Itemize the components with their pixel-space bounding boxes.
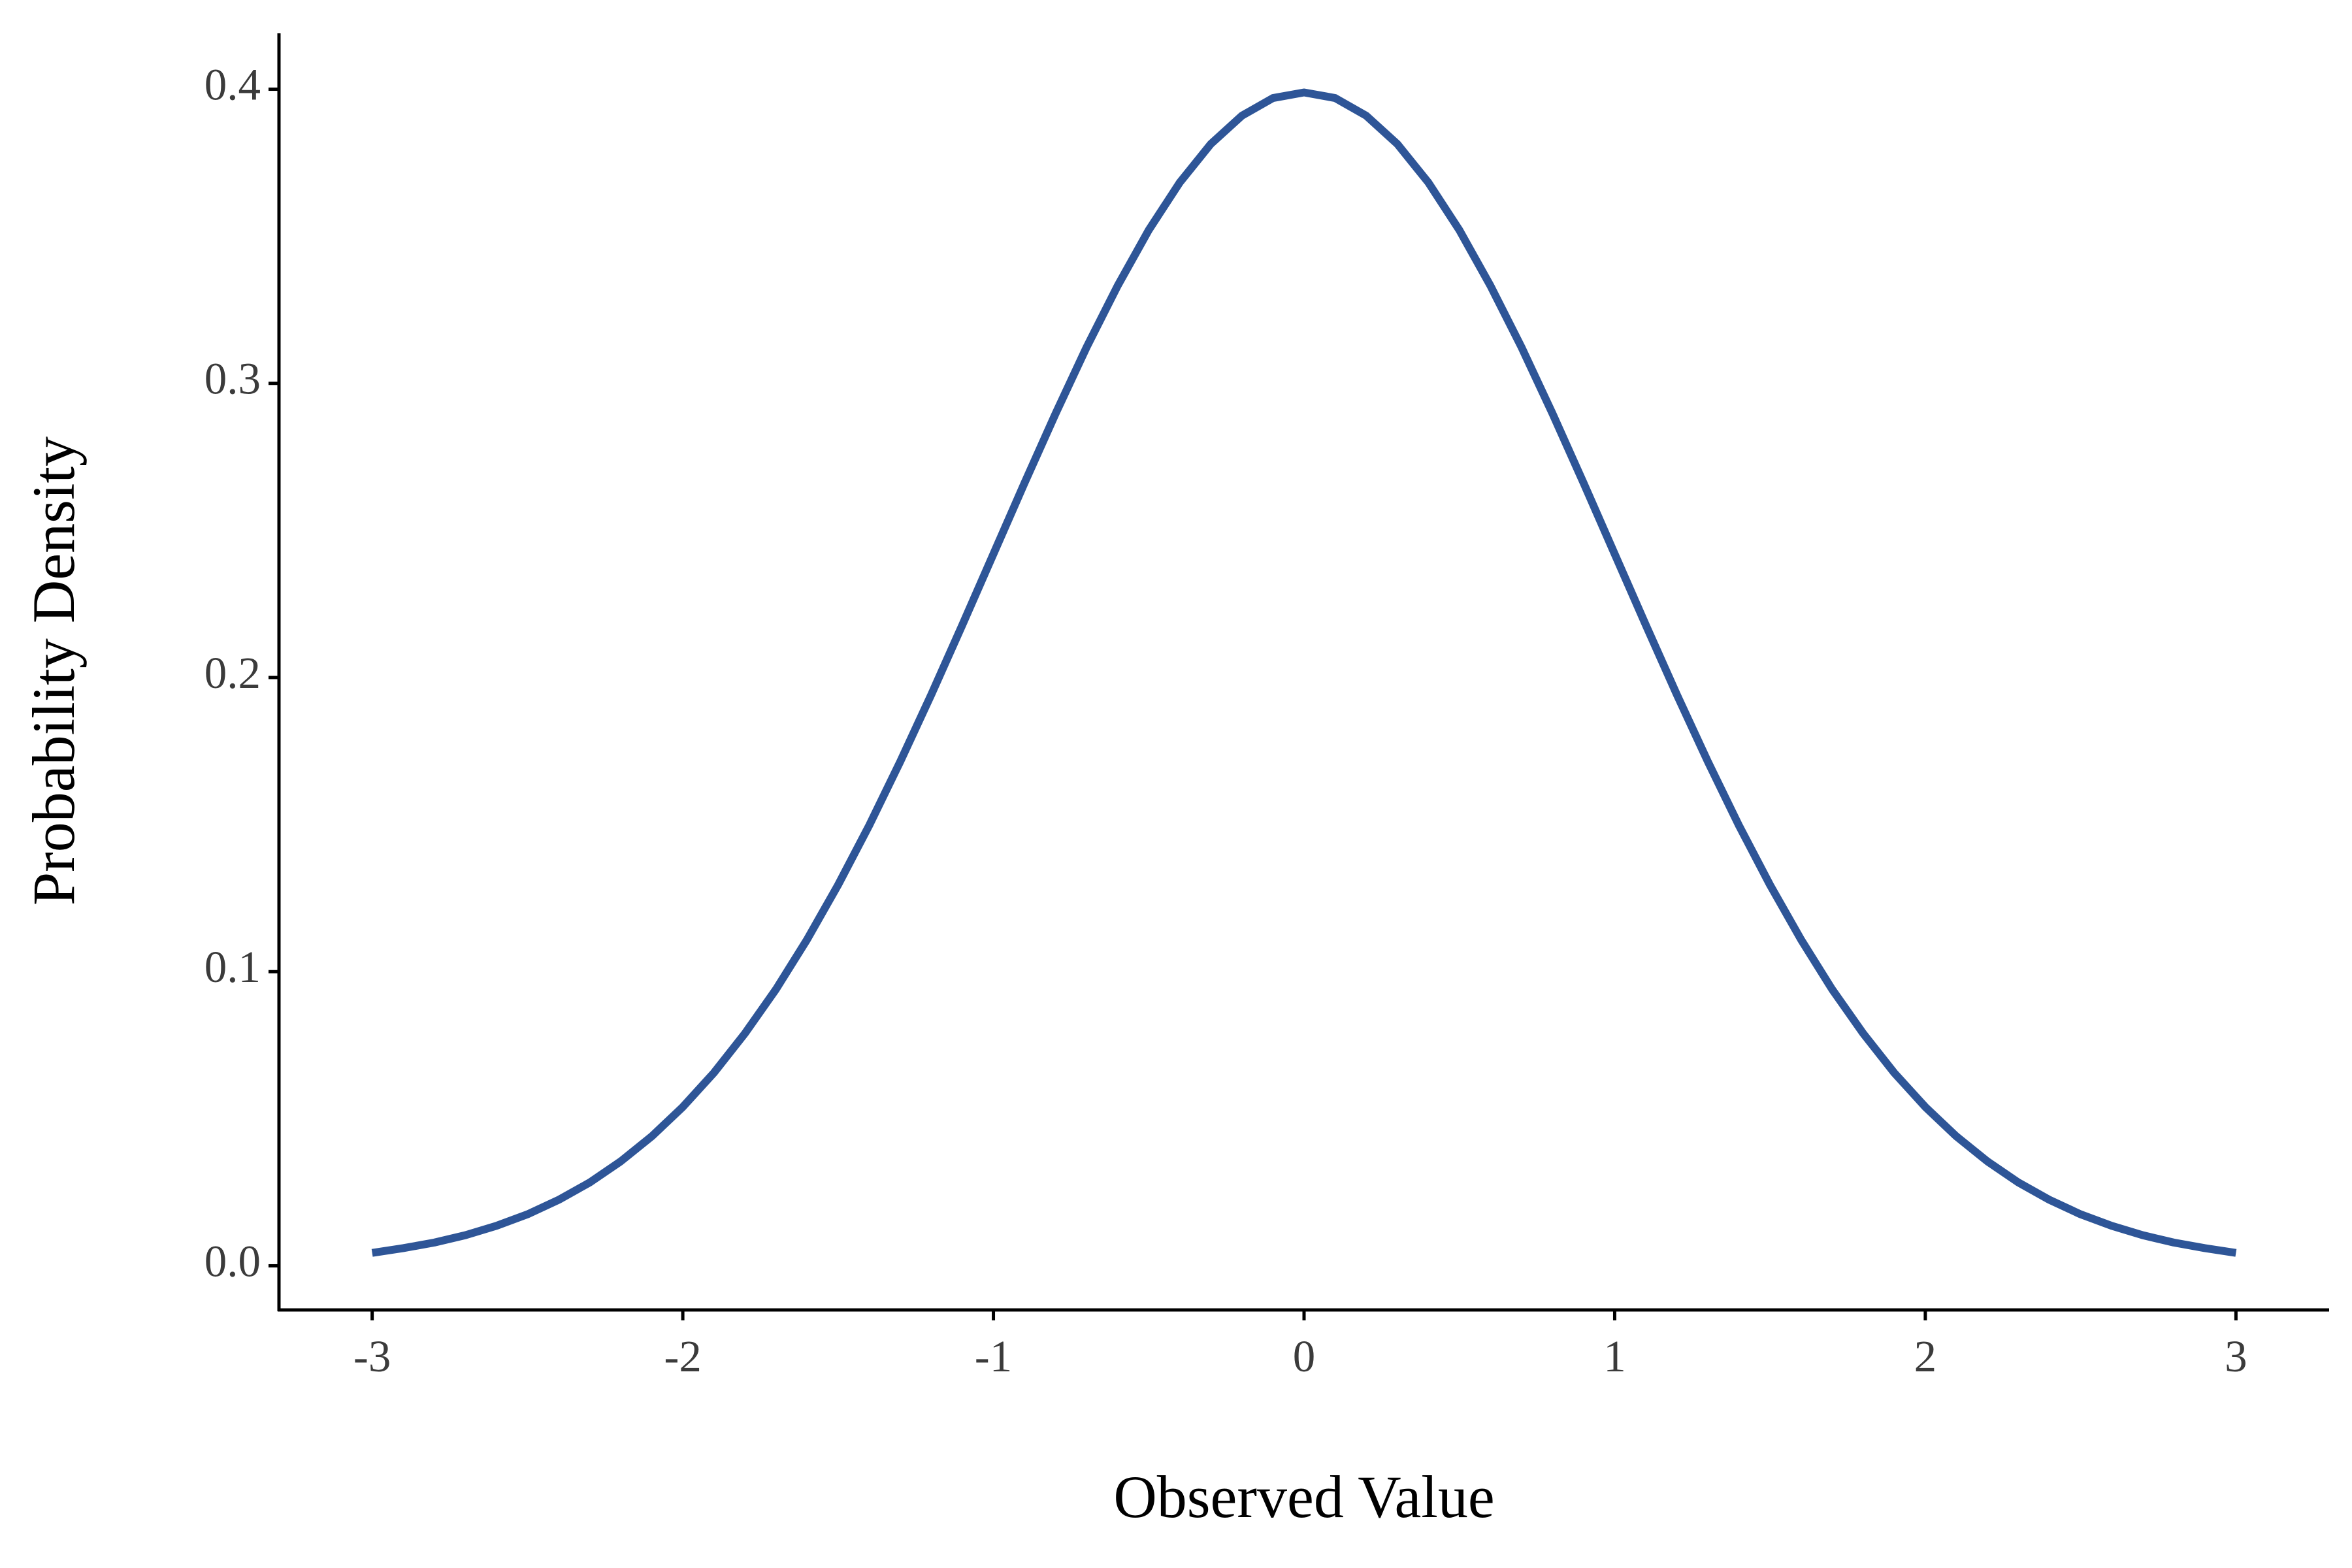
x-tick-label: 3 xyxy=(2225,1331,2247,1381)
x-tick-label: -1 xyxy=(975,1331,1012,1381)
y-tick-label: 0.1 xyxy=(204,942,261,992)
y-tick-label: 0.2 xyxy=(204,648,261,698)
x-tick-label: 2 xyxy=(1914,1331,1937,1381)
x-tick-label: -3 xyxy=(353,1331,391,1381)
y-tick-label: 0.0 xyxy=(204,1236,261,1286)
x-tick-label: 0 xyxy=(1293,1331,1316,1381)
x-tick-label: 1 xyxy=(1603,1331,1626,1381)
y-tick-label: 0.3 xyxy=(204,354,261,404)
x-tick-label: -2 xyxy=(664,1331,701,1381)
y-tick-label: 0.4 xyxy=(204,59,261,109)
y-axis-title: Probability Density xyxy=(20,436,87,906)
x-axis-title: Observed Value xyxy=(1113,1463,1494,1530)
density-line xyxy=(371,88,2237,1257)
